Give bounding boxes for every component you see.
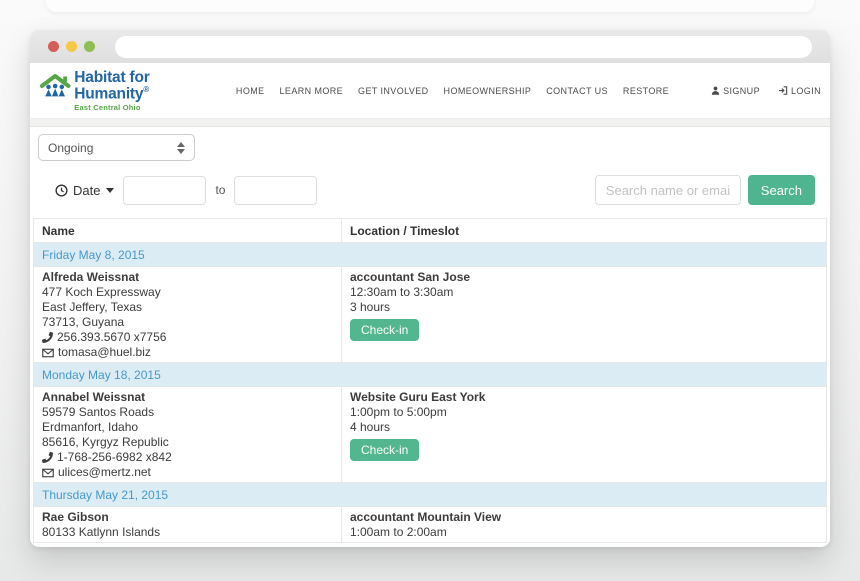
clock-icon — [55, 183, 68, 197]
group-date-label: Friday May 8, 2015 — [33, 242, 827, 267]
close-window-icon[interactable] — [48, 41, 59, 52]
phone-icon — [42, 332, 53, 343]
phone-icon — [42, 452, 53, 463]
attendee-address-line: 59579 Santos Roads — [42, 405, 155, 419]
attendee-email: tomasa@huel.biz — [58, 345, 151, 359]
checkin-button[interactable]: Check-in — [350, 439, 420, 461]
event-title: Website Guru East York — [350, 390, 486, 404]
column-header-name[interactable]: Name — [33, 218, 342, 243]
browser-titlebar — [30, 30, 830, 63]
event-title: accountant San Jose — [350, 270, 471, 284]
nav-restore[interactable]: RESTORE — [622, 85, 670, 96]
attendee-address-line: 80133 Katlynn Islands — [42, 525, 161, 539]
date-filter-dropdown[interactable]: Date — [55, 182, 115, 198]
habitat-logo[interactable]: Habitat for Humanity® East Central Ohio — [39, 68, 221, 112]
column-header-location[interactable]: Location / Timeslot — [341, 218, 827, 243]
registered-mark: ® — [143, 84, 150, 94]
event-duration: 4 hours — [350, 420, 391, 434]
timeslot-cell: accountant Mountain View 1:00am to 2:00a… — [341, 506, 827, 543]
attendee-name: Alfreda Weissnat — [42, 270, 140, 284]
attendee-cell: Rae Gibson 80133 Katlynn Islands — [33, 506, 342, 543]
attendee-email: ulices@mertz.net — [58, 465, 151, 479]
header-divider-strip — [30, 118, 830, 127]
browser-window: Habitat for Humanity® East Central Ohio … — [30, 30, 830, 547]
event-title: accountant Mountain View — [350, 510, 502, 524]
table-row: Rae Gibson 80133 Katlynn Islands account… — [33, 506, 827, 543]
nav-signup[interactable]: SIGNUP — [711, 86, 760, 96]
nav-homeownership[interactable]: HOMEOWNERSHIP — [443, 85, 532, 96]
zoom-window-icon[interactable] — [84, 41, 95, 52]
attendee-phone: 1-768-256-6982 x842 — [57, 450, 172, 464]
main-nav: HOME LEARN MORE GET INVOLVED HOMEOWNERSH… — [221, 86, 821, 96]
nav-contact-us[interactable]: CONTACT US — [546, 85, 608, 96]
habitat-house-icon — [39, 73, 71, 97]
caret-down-icon — [106, 187, 115, 193]
filter-row: Date to Search — [38, 175, 822, 205]
date-to-input[interactable] — [234, 175, 318, 205]
signin-icon — [779, 86, 788, 95]
nav-get-involved[interactable]: GET INVOLVED — [358, 85, 429, 96]
email-icon — [42, 348, 54, 357]
attendee-address-line: 73713, Guyana — [42, 315, 125, 329]
event-time: 1:00am to 2:00am — [350, 525, 447, 539]
attendee-address-line: 85616, Kyrgyz Republic — [42, 435, 169, 449]
status-select-value: Ongoing — [48, 140, 94, 155]
attendee-cell: Annabel Weissnat 59579 Santos Roads Erdm… — [33, 386, 342, 483]
attendee-address-line: Erdmanfort, Idaho — [42, 420, 139, 434]
select-stepper-icon — [177, 141, 185, 154]
main-content: Ongoing Date to Search Name Lo — [30, 127, 830, 543]
date-group-row: Friday May 8, 2015 — [33, 242, 827, 267]
date-group-row: Monday May 18, 2015 — [33, 362, 827, 387]
group-date-label: Monday May 18, 2015 — [33, 362, 827, 387]
email-icon — [42, 468, 54, 477]
date-group-row: Thursday May 21, 2015 — [33, 482, 827, 507]
attendees-table: Name Location / Timeslot Friday May 8, 2… — [33, 218, 827, 543]
group-date-label: Thursday May 21, 2015 — [33, 482, 827, 507]
status-select[interactable]: Ongoing — [38, 134, 195, 161]
date-filter-label: Date — [73, 182, 101, 198]
url-bar[interactable] — [115, 35, 812, 58]
table-row: Annabel Weissnat 59579 Santos Roads Erdm… — [33, 386, 827, 483]
attendee-name: Rae Gibson — [42, 510, 109, 524]
date-range-separator: to — [215, 183, 226, 197]
event-duration: 3 hours — [350, 300, 391, 314]
attendee-address-line: East Jeffery, Texas — [42, 300, 143, 314]
attendee-address-line: 477 Koch Expressway — [42, 285, 161, 299]
table-header-row: Name Location / Timeslot — [33, 218, 827, 243]
nav-login[interactable]: LOGIN — [778, 86, 821, 96]
checkin-button[interactable]: Check-in — [350, 319, 420, 341]
attendee-phone: 256.393.5670 x7756 — [57, 330, 167, 344]
nav-home[interactable]: HOME — [235, 85, 265, 96]
attendee-name: Annabel Weissnat — [42, 390, 146, 404]
minimize-window-icon[interactable] — [66, 41, 77, 52]
search-button[interactable]: Search — [747, 175, 815, 205]
date-from-input[interactable] — [123, 175, 207, 205]
logo-title: Habitat for Humanity — [74, 68, 150, 102]
user-icon — [711, 86, 720, 95]
attendee-cell: Alfreda Weissnat 477 Koch Expressway Eas… — [33, 266, 342, 363]
nav-learn-more[interactable]: LEARN MORE — [279, 85, 344, 96]
site-header: Habitat for Humanity® East Central Ohio … — [30, 63, 830, 118]
logo-subtitle: East Central Ohio — [74, 102, 141, 112]
timeslot-cell: Website Guru East York 1:00pm to 5:00pm … — [341, 386, 827, 483]
timeslot-cell: accountant San Jose 12:30am to 3:30am 3 … — [341, 266, 827, 363]
event-time: 12:30am to 3:30am — [350, 285, 454, 299]
table-row: Alfreda Weissnat 477 Koch Expressway Eas… — [33, 266, 827, 363]
background-peek-card — [46, 0, 814, 12]
search-input[interactable] — [594, 175, 741, 205]
event-time: 1:00pm to 5:00pm — [350, 405, 447, 419]
